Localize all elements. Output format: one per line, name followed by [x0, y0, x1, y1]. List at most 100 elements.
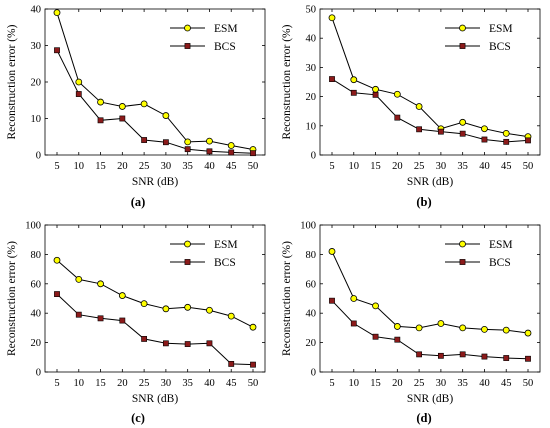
- esm-point: [393, 90, 401, 98]
- bcs-point: [503, 355, 510, 361]
- bcs-series-line: [331, 300, 529, 360]
- bcs-point: [162, 340, 169, 347]
- esm-point: [328, 14, 336, 22]
- bcs-point: [184, 146, 191, 153]
- panel-caption: (d): [416, 411, 431, 425]
- bcs-point: [184, 341, 191, 347]
- x-tick-label: 45: [226, 161, 237, 172]
- panel-3: 0 20 40 60 80 100 5 10 15 20 25 30 35 40 45 50 SNR (dB) R…: [6, 221, 266, 425]
- panel-caption: (b): [416, 195, 431, 209]
- esm-point: [459, 324, 467, 332]
- esm-point: [350, 76, 358, 84]
- esm-point: [206, 137, 213, 145]
- x-tick-label: 5: [329, 161, 334, 172]
- x-tick-label: 15: [95, 378, 106, 389]
- bcs-point: [437, 352, 444, 359]
- x-tick-label: 40: [204, 161, 215, 172]
- x-tick-label: 35: [457, 378, 468, 389]
- y-tick-label: 0: [311, 368, 316, 379]
- y-tick-label: 20: [31, 338, 42, 349]
- y-tick-label: 0: [36, 368, 41, 379]
- legend-marker-esm: [459, 24, 466, 32]
- y-tick-label: 20: [31, 78, 42, 89]
- x-tick-label: 5: [54, 378, 59, 389]
- bcs-point: [75, 91, 82, 97]
- esm-point: [328, 248, 336, 255]
- x-tick-label: 50: [523, 161, 534, 172]
- x-tick-label: 40: [479, 378, 490, 389]
- esm-point: [415, 103, 423, 110]
- esm-point: [162, 112, 170, 119]
- bcs-point: [350, 89, 357, 96]
- esm-point: [350, 295, 358, 302]
- esm-point: [118, 103, 126, 110]
- x-tick-label: 35: [457, 161, 468, 172]
- esm-point: [118, 292, 126, 299]
- esm-point: [184, 138, 192, 146]
- legend-marker-esm: [459, 240, 466, 248]
- x-axis-label: SNR (dB): [132, 176, 178, 188]
- legend-marker-esm: [184, 24, 191, 32]
- legend-label-esm: ESM: [214, 23, 238, 35]
- y-tick-label: 20: [306, 92, 317, 103]
- esm-point: [184, 303, 192, 311]
- esm-point: [524, 329, 532, 337]
- y-tick-label: 60: [31, 279, 42, 290]
- y-tick-label: 60: [306, 279, 317, 290]
- y-tick-label: 30: [31, 41, 42, 52]
- bcs-point: [329, 76, 335, 82]
- y-tick-label: 10: [306, 121, 317, 132]
- y-tick-label: 0: [36, 151, 41, 162]
- legend-label-esm: ESM: [489, 23, 513, 35]
- esm-series-line: [331, 251, 529, 334]
- x-tick-label: 45: [501, 161, 512, 172]
- legend-label-bcs: BCS: [489, 41, 511, 53]
- bcs-point: [481, 353, 488, 360]
- esm-point: [97, 98, 104, 106]
- esm-point: [393, 323, 401, 330]
- panel-4: 0 20 40 60 80 100 5 10 15 20 25 30 35 40 45 50 SNR (dB) R…: [281, 221, 541, 425]
- y-axis-label: Reconstruction error (%): [281, 24, 293, 139]
- x-tick-label: 20: [117, 378, 128, 389]
- plot-frame: [319, 8, 541, 156]
- esm-series-line: [56, 12, 254, 150]
- y-tick-label: 40: [306, 34, 317, 45]
- y-tick-label: 50: [306, 5, 317, 16]
- esm-point: [249, 323, 257, 331]
- bcs-point: [525, 137, 531, 144]
- y-tick-label: 40: [31, 5, 42, 16]
- x-tick-label: 30: [436, 378, 447, 389]
- x-tick-label: 35: [182, 161, 193, 172]
- panel-caption: (c): [131, 411, 145, 425]
- esm-point: [372, 302, 379, 310]
- y-tick-label: 30: [306, 63, 317, 74]
- bcs-point: [141, 137, 148, 143]
- x-tick-label: 20: [392, 378, 403, 389]
- x-tick-label: 15: [370, 378, 381, 389]
- legend-label-bcs: BCS: [214, 41, 236, 53]
- x-tick-label: 25: [414, 161, 425, 172]
- legend-marker-bcs: [184, 259, 191, 265]
- y-axis-label: Reconstruction error (%): [6, 24, 18, 139]
- esm-point: [97, 280, 104, 288]
- bcs-point: [228, 149, 235, 156]
- x-tick-label: 30: [161, 161, 172, 172]
- esm-point: [459, 118, 467, 126]
- esm-point: [53, 9, 61, 17]
- bcs-point: [394, 114, 401, 121]
- bcs-point: [481, 136, 488, 143]
- bcs-point: [119, 115, 126, 122]
- bcs-point: [250, 150, 256, 157]
- y-tick-label: 80: [306, 250, 317, 261]
- esm-point: [75, 78, 83, 86]
- legend-label-esm: ESM: [489, 239, 513, 251]
- esm-point: [481, 325, 488, 333]
- x-tick-label: 30: [436, 161, 447, 172]
- esm-point: [437, 320, 445, 327]
- legend-marker-bcs: [184, 43, 191, 49]
- y-tick-label: 100: [25, 221, 41, 232]
- esm-point: [502, 129, 510, 137]
- y-tick-label: 0: [311, 151, 316, 162]
- x-tick-label: 25: [139, 161, 150, 172]
